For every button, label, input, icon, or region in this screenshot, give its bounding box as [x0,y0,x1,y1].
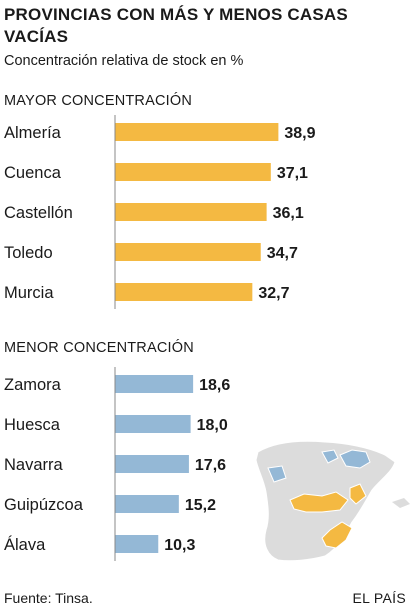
category-label: Huesca [4,416,61,434]
bar-zamora [115,375,194,393]
bar-almería [115,123,279,141]
value-label: 32,7 [258,285,289,302]
category-label: Toledo [4,244,53,262]
bar-huesca [115,415,191,433]
value-label: 36,1 [273,205,304,222]
category-label: Zamora [4,376,62,394]
map-region-castellon [349,483,367,505]
category-label: Cuenca [4,164,62,182]
category-label: Álava [4,535,46,554]
section-title-low: MENOR CONCENTRACIÓN [4,340,194,356]
value-label: 15,2 [185,497,216,514]
category-label: Castellón [4,204,73,222]
value-label: 18,6 [199,377,230,394]
map-region-toledo-cuenca [289,491,349,513]
category-label: Almería [4,124,62,142]
map-balearic-islands [392,498,410,508]
bar-castellón [115,203,267,221]
category-label: Navarra [4,456,64,474]
chart-title: PROVINCIAS CON MÁS Y MENOS CASAS VACÍAS [4,5,348,46]
map-region-navarra-huesca [339,449,371,469]
value-label: 37,1 [277,165,308,182]
bar-murcia [115,283,253,301]
category-label: Guipúzcoa [4,496,84,514]
value-label: 10,3 [164,537,195,554]
bar-álava [115,535,159,553]
spain-map [255,440,410,562]
chart-subtitle: Concentración relativa de stock en % [4,53,244,69]
value-label: 38,9 [284,125,315,142]
bar-navarra [115,455,189,473]
brand-logo-text: EL PAÍS [352,590,406,606]
value-label: 18,0 [197,417,228,434]
category-label: Murcia [4,284,54,302]
value-label: 34,7 [267,245,298,262]
bar-toledo [115,243,261,261]
map-region-guipuzcoa-alava [321,449,339,464]
bar-guipúzcoa [115,495,179,513]
bar-cuenca [115,163,271,181]
section-title-high: MAYOR CONCENTRACIÓN [4,93,193,109]
value-label: 17,6 [195,457,226,474]
source-note: Fuente: Tinsa. [4,590,93,606]
map-region-murcia-almeria [321,521,353,549]
map-region-zamora [267,465,287,483]
